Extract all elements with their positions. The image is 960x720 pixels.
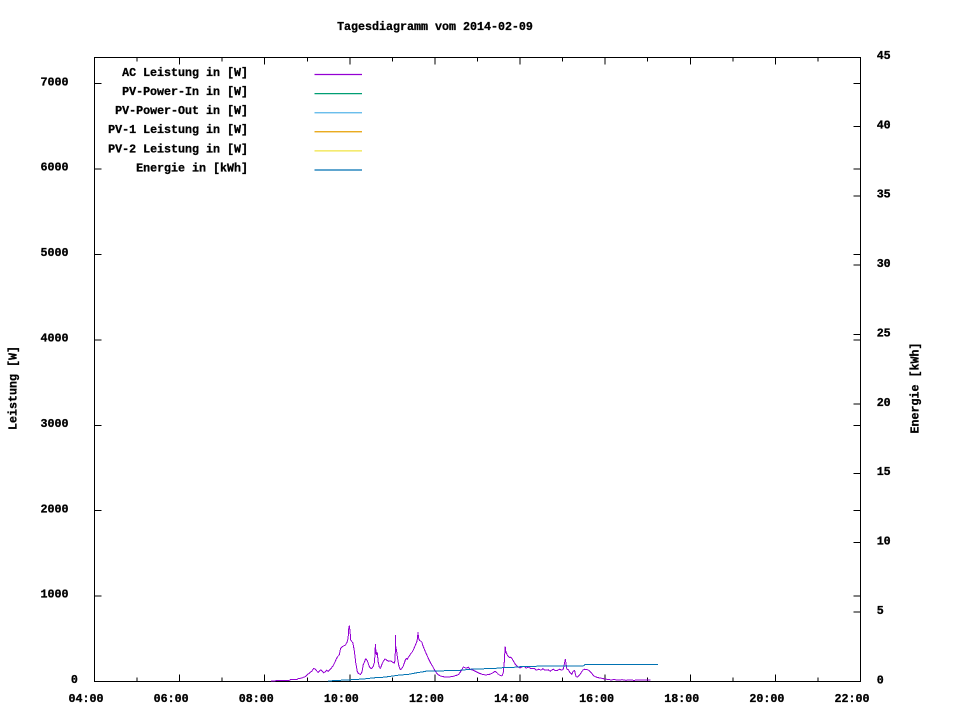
svg-text:04:00: 04:00 (69, 692, 104, 706)
svg-text:PV-Power-In in [W]: PV-Power-In in [W] (122, 85, 248, 99)
svg-text:5: 5 (877, 604, 884, 618)
svg-text:7000: 7000 (41, 75, 69, 89)
svg-text:PV-Power-Out in [W]: PV-Power-Out in [W] (115, 104, 248, 118)
svg-text:0: 0 (71, 673, 78, 687)
svg-text:AC Leistung in [W]: AC Leistung in [W] (122, 66, 248, 80)
svg-text:06:00: 06:00 (154, 692, 189, 706)
svg-text:20: 20 (877, 396, 891, 410)
svg-text:20:00: 20:00 (749, 692, 784, 706)
svg-text:08:00: 08:00 (239, 692, 274, 706)
svg-text:3000: 3000 (41, 417, 69, 431)
svg-text:Tagesdiagramm vom 2014-02-09: Tagesdiagramm vom 2014-02-09 (337, 20, 533, 34)
svg-text:15: 15 (877, 465, 891, 479)
svg-text:2000: 2000 (41, 502, 69, 516)
svg-text:18:00: 18:00 (664, 692, 699, 706)
svg-text:14:00: 14:00 (494, 692, 529, 706)
svg-text:25: 25 (877, 326, 891, 340)
svg-text:6000: 6000 (41, 161, 69, 175)
svg-text:22:00: 22:00 (835, 692, 870, 706)
svg-text:40: 40 (877, 118, 891, 132)
svg-text:16:00: 16:00 (579, 692, 614, 706)
svg-text:1000: 1000 (41, 588, 69, 602)
svg-text:PV-2 Leistung in [W]: PV-2 Leistung in [W] (108, 142, 248, 156)
svg-text:0: 0 (877, 673, 884, 687)
svg-text:35: 35 (877, 188, 891, 202)
svg-text:Energie [kWh]: Energie [kWh] (909, 343, 923, 434)
svg-text:10: 10 (877, 535, 891, 549)
svg-text:Energie in [kWh]: Energie in [kWh] (136, 161, 248, 175)
svg-text:10:00: 10:00 (324, 692, 359, 706)
svg-text:12:00: 12:00 (409, 692, 444, 706)
svg-text:45: 45 (877, 49, 891, 63)
svg-text:PV-1 Leistung in [W]: PV-1 Leistung in [W] (108, 123, 248, 137)
svg-text:5000: 5000 (41, 246, 69, 260)
svg-text:Leistung [W]: Leistung [W] (7, 346, 21, 430)
svg-text:4000: 4000 (41, 332, 69, 346)
svg-text:30: 30 (877, 257, 891, 271)
